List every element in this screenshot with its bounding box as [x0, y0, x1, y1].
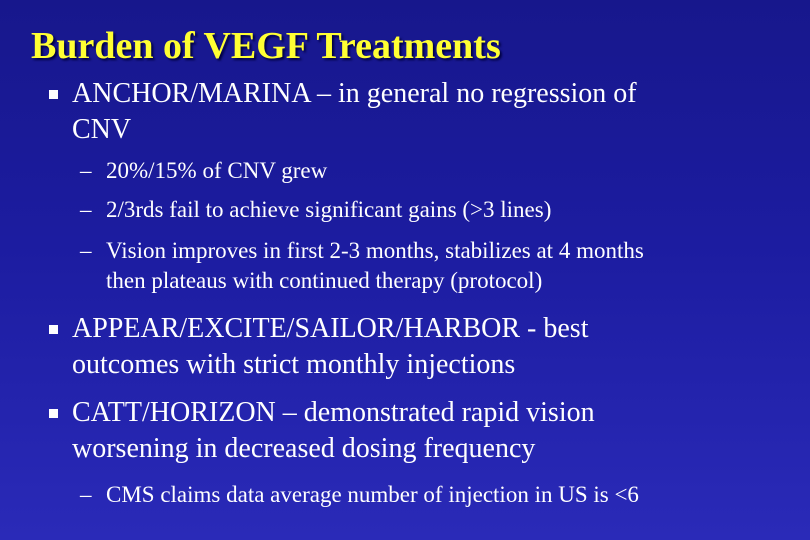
bullet-text-line: worsening in decreased dosing frequency [72, 433, 536, 464]
bullet-item: APPEAR/EXCITE/SAILOR/HARBOR - best outco… [49, 311, 589, 383]
bullet-text-line: APPEAR/EXCITE/SAILOR/HARBOR - best [72, 313, 589, 344]
sub-bullet-item: – CMS claims data average number of inje… [80, 480, 639, 510]
sub-bullet-text: 20%/15% of CNV grew [106, 158, 328, 183]
dash-bullet-icon: – [80, 482, 92, 507]
dash-bullet-icon: – [80, 197, 92, 222]
square-bullet-icon [49, 325, 58, 334]
bullet-text-line: ANCHOR/MARINA – in general no regression… [72, 78, 637, 109]
square-bullet-icon [49, 90, 58, 99]
bullet-text-line: CATT/HORIZON – demonstrated rapid vision [72, 397, 595, 428]
sub-bullet-item: – 20%/15% of CNV grew [80, 156, 328, 186]
bullet-text-line: outcomes with strict monthly injections [72, 349, 516, 380]
bullet-item: ANCHOR/MARINA – in general no regression… [49, 76, 637, 148]
square-bullet-icon [49, 409, 58, 418]
dash-bullet-icon: – [80, 238, 92, 263]
dash-bullet-icon: – [80, 158, 92, 183]
bullet-text-line: CNV [72, 114, 132, 145]
sub-bullet-item: – 2/3rds fail to achieve significant gai… [80, 195, 552, 225]
sub-bullet-text: CMS claims data average number of inject… [106, 482, 639, 507]
sub-bullet-text: Vision improves in first 2-3 months, sta… [106, 238, 644, 263]
sub-bullet-text: 2/3rds fail to achieve significant gains… [106, 197, 552, 222]
sub-bullet-text: then plateaus with continued therapy (pr… [106, 268, 543, 293]
sub-bullet-item: – Vision improves in first 2-3 months, s… [80, 236, 644, 296]
bullet-item: CATT/HORIZON – demonstrated rapid vision… [49, 395, 595, 467]
slide-title: Burden of VEGF Treatments [31, 25, 501, 67]
